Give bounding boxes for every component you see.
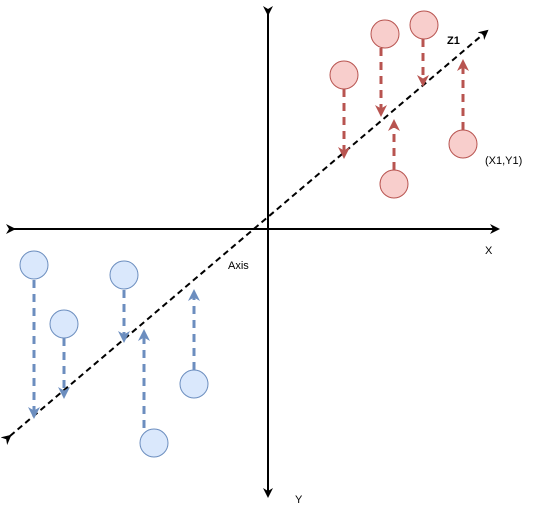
blue-data-point [19, 250, 49, 280]
red-data-point [370, 19, 400, 49]
y-axis-label: Y [295, 494, 303, 506]
red-cluster-arrows [338, 39, 469, 170]
x-axis-label: X [485, 245, 493, 257]
point-coordinate-label: (X1,Y1) [485, 155, 522, 167]
red-data-point [409, 10, 439, 40]
blue-cluster-arrows [28, 280, 200, 428]
blue-data-point [139, 428, 169, 458]
blue-data-point [109, 260, 139, 290]
blue-data-point [179, 369, 209, 399]
projection-axis-line [0, 29, 489, 445]
projection-axis-label: Axis [228, 260, 249, 272]
z1-label: Z1 [447, 35, 460, 47]
red-data-point [329, 60, 359, 90]
blue-cluster-points [19, 250, 209, 458]
red-cluster-points [329, 10, 478, 199]
blue-data-point [49, 309, 79, 339]
red-data-point [379, 169, 409, 199]
red-data-point [448, 129, 478, 159]
